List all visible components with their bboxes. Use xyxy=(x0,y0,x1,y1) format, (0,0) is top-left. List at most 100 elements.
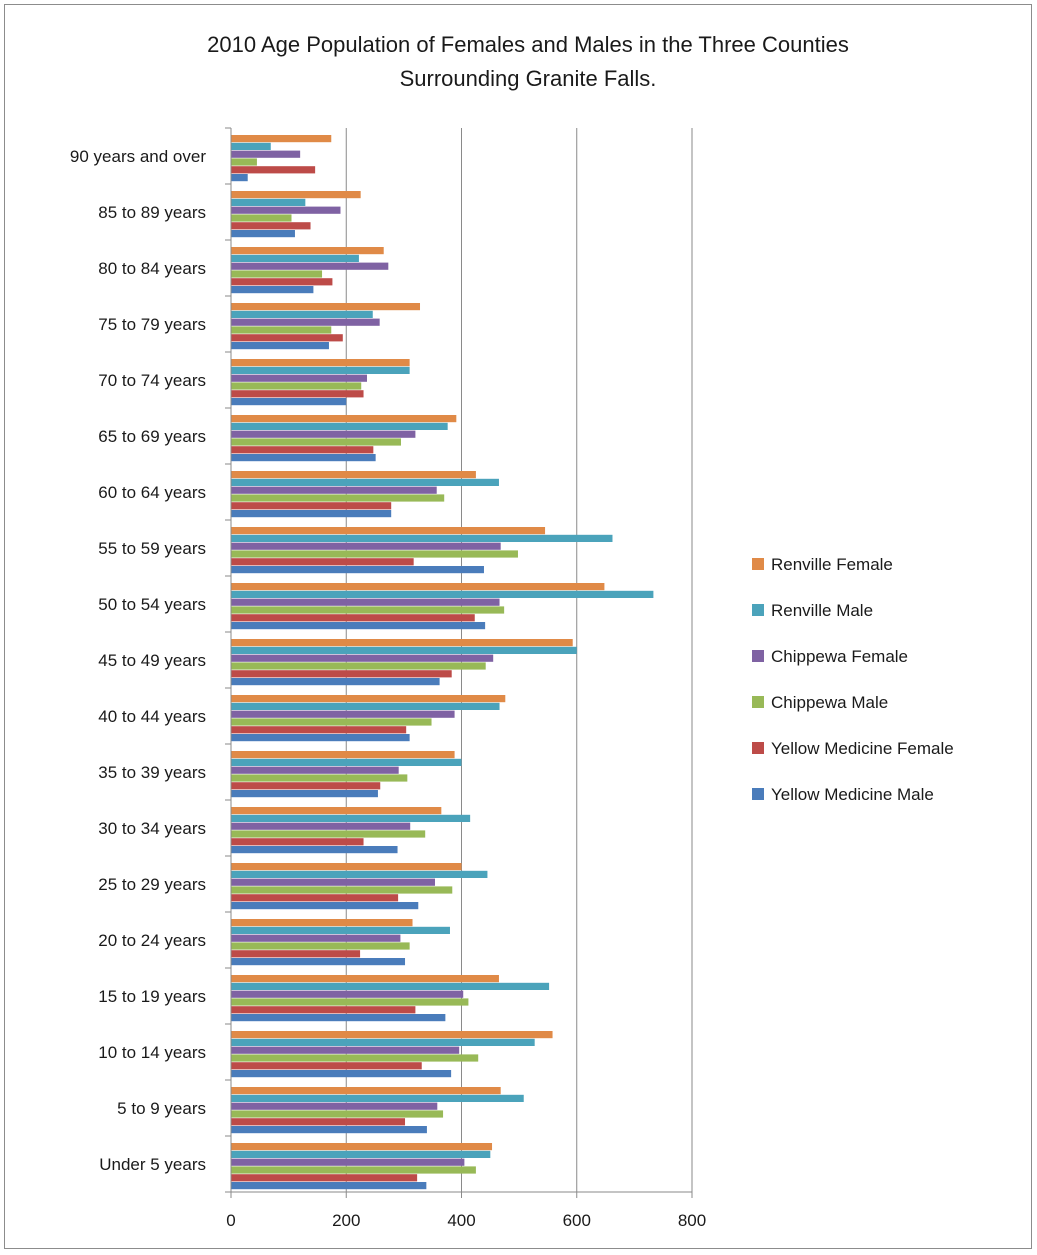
category-label: 70 to 74 years xyxy=(98,371,206,390)
bar xyxy=(231,1070,452,1078)
bar xyxy=(231,527,546,535)
chart-title: 2010 Age Population of Females and Males… xyxy=(207,32,849,91)
bar xyxy=(231,174,248,182)
legend-label: Chippewa Male xyxy=(771,693,888,712)
bar xyxy=(231,446,374,454)
x-tick-label: 800 xyxy=(678,1211,706,1230)
bar xyxy=(231,958,406,966)
bar xyxy=(231,639,573,647)
bar xyxy=(231,326,332,334)
bar xyxy=(231,270,323,278)
legend-label: Renville Female xyxy=(771,555,893,574)
bar xyxy=(231,390,364,398)
bar xyxy=(231,198,306,206)
bar xyxy=(231,1143,493,1151)
bar xyxy=(231,510,392,518)
bar xyxy=(231,822,411,830)
chart-title-line-1: 2010 Age Population of Females and Males… xyxy=(207,32,849,57)
bar xyxy=(231,158,257,166)
bar xyxy=(231,894,399,902)
bar xyxy=(231,751,455,759)
bar xyxy=(231,766,399,774)
legend-label: Yellow Medicine Male xyxy=(771,785,934,804)
category-label: 40 to 44 years xyxy=(98,707,206,726)
bar xyxy=(231,374,367,382)
bar xyxy=(231,222,311,230)
legend-label: Chippewa Female xyxy=(771,647,908,666)
bar xyxy=(231,1166,476,1174)
bar xyxy=(231,247,384,255)
bar xyxy=(231,975,499,983)
legend: Renville Female Renville Male Chippewa Fem… xyxy=(752,555,954,804)
bar xyxy=(231,614,475,622)
bar xyxy=(231,1110,444,1118)
bar xyxy=(231,286,314,294)
chart-title-line-2: Surrounding Granite Falls. xyxy=(400,66,657,91)
bar xyxy=(231,838,364,846)
x-tick-label: 600 xyxy=(563,1211,591,1230)
bar xyxy=(231,710,455,718)
bar xyxy=(231,870,488,878)
bar xyxy=(231,1126,427,1134)
bar xyxy=(231,598,500,606)
bar xyxy=(231,678,440,686)
x-tick-label: 400 xyxy=(447,1211,475,1230)
bar xyxy=(231,310,373,318)
bar xyxy=(231,254,359,262)
bar xyxy=(231,150,301,158)
category-label: 80 to 84 years xyxy=(98,259,206,278)
category-label: Under 5 years xyxy=(99,1155,206,1174)
bar xyxy=(231,359,410,367)
category-label: 50 to 54 years xyxy=(98,595,206,614)
bar xyxy=(231,878,435,886)
category-label: 85 to 89 years xyxy=(98,203,206,222)
bar xyxy=(231,1182,427,1190)
category-label: 5 to 9 years xyxy=(117,1099,206,1118)
bar xyxy=(231,430,416,438)
bar xyxy=(231,1014,446,1022)
bar xyxy=(231,382,362,390)
bar xyxy=(231,718,432,726)
bar xyxy=(231,262,389,270)
bar xyxy=(231,135,332,143)
legend-swatch xyxy=(752,650,764,662)
bar xyxy=(231,670,452,678)
bar xyxy=(231,646,577,654)
bar xyxy=(231,166,316,174)
bar xyxy=(231,726,407,734)
bar xyxy=(231,982,550,990)
bar xyxy=(231,1054,479,1062)
bar xyxy=(231,990,464,998)
bar xyxy=(231,214,292,222)
bar xyxy=(231,902,419,910)
bar xyxy=(231,774,408,782)
bar xyxy=(231,654,494,662)
bar xyxy=(231,478,499,486)
legend-swatch xyxy=(752,696,764,708)
legend-swatch xyxy=(752,742,764,754)
category-label: 45 to 49 years xyxy=(98,651,206,670)
bar xyxy=(231,1158,465,1166)
bar xyxy=(231,1102,438,1110)
bar xyxy=(231,494,445,502)
bar xyxy=(231,303,421,311)
bar xyxy=(231,790,378,798)
legend-swatch xyxy=(752,558,764,570)
axes xyxy=(225,127,693,1198)
bar xyxy=(231,1174,418,1182)
category-label: 55 to 59 years xyxy=(98,539,206,558)
bar xyxy=(231,606,505,614)
bar xyxy=(231,863,462,871)
bar xyxy=(231,734,410,742)
category-label: 20 to 24 years xyxy=(98,931,206,950)
bar xyxy=(231,438,401,446)
category-labels: 90 years and over 85 to 89 years 80 to 84 … xyxy=(70,147,206,1174)
bar xyxy=(231,334,343,342)
category-label: 90 years and over xyxy=(70,147,206,166)
bar xyxy=(231,1118,406,1126)
bar xyxy=(231,758,462,766)
bar xyxy=(231,782,381,790)
bar xyxy=(231,1062,422,1070)
bar xyxy=(231,886,453,894)
